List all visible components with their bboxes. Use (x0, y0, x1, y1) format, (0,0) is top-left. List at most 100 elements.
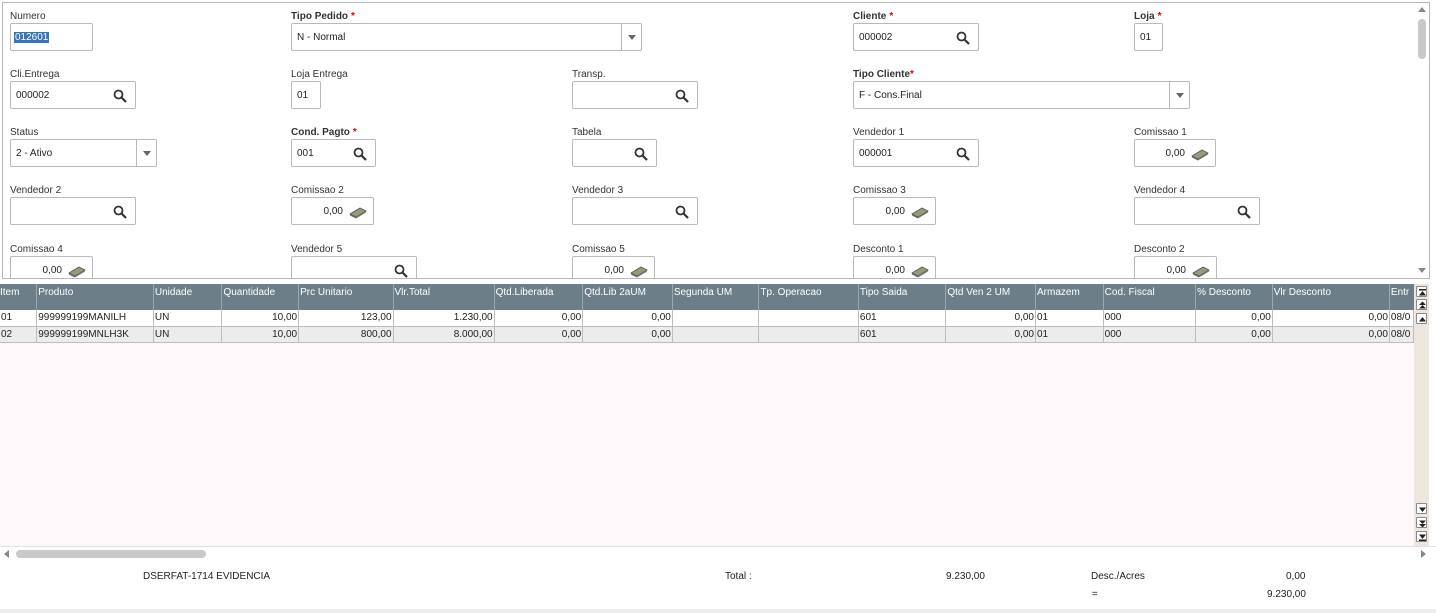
scroll-top-icon[interactable] (1416, 286, 1427, 297)
cell-qtd-lib-2aum[interactable]: 0,00 (582, 326, 673, 343)
status-select[interactable]: 2 - Ativo (10, 139, 157, 167)
search-icon[interactable] (675, 205, 689, 219)
cell-quantidade[interactable]: 10,00 (221, 310, 300, 327)
grid-vertical-scrollbar[interactable] (1414, 284, 1429, 546)
loja-input[interactable]: 01 (1134, 23, 1163, 51)
vendedor3-input[interactable] (572, 197, 698, 225)
col-header-cod-fiscal[interactable]: Cod. Fiscal (1103, 284, 1197, 310)
cell-vlr-total[interactable]: 1.230,00 (393, 310, 495, 327)
scroll-thumb[interactable] (1418, 19, 1426, 59)
col-header-prc-unitario[interactable]: Prc Unitario (298, 284, 394, 310)
cell-tipo-saida[interactable]: 601 (858, 310, 947, 327)
calculator-icon[interactable] (1191, 147, 1209, 161)
cell-tp-operacao[interactable] (758, 326, 859, 343)
cell-armazem[interactable]: 01 (1035, 326, 1104, 343)
cell-armazem[interactable]: 01 (1035, 310, 1104, 327)
vendedor2-input[interactable] (10, 197, 136, 225)
numero-input[interactable]: 012601 (10, 23, 93, 51)
search-icon[interactable] (675, 89, 689, 103)
cell-tipo-saida[interactable]: 601 (858, 326, 947, 343)
cell-qtd-lib-2aum[interactable]: 0,00 (582, 310, 673, 327)
col-header-qtd-ven-2um[interactable]: Qtd Ven 2 UM (945, 284, 1036, 310)
scroll-right-icon[interactable] (1421, 550, 1426, 558)
cell-qtd-ven-2um[interactable]: 0,00 (945, 326, 1036, 343)
tipo-pedido-select[interactable]: N - Normal (291, 23, 642, 51)
chevron-down-icon[interactable] (1169, 82, 1189, 108)
comissao2-input[interactable]: 0,00 (291, 197, 374, 225)
cell-vlr-desconto[interactable]: 0,00 (1272, 310, 1390, 327)
col-header-qtd-liberada[interactable]: Qtd.Liberada (494, 284, 584, 310)
cell-produto[interactable]: 999999199MNLH3K (36, 326, 154, 343)
cell-pct-desconto[interactable]: 0,00 (1195, 310, 1273, 327)
col-header-entrega[interactable]: Entr (1389, 284, 1414, 310)
search-icon[interactable] (353, 147, 367, 161)
col-header-unidade[interactable]: Unidade (153, 284, 223, 310)
transp-input[interactable] (572, 81, 698, 109)
scroll-left-icon[interactable] (4, 550, 9, 558)
cell-quantidade[interactable]: 10,00 (221, 326, 300, 343)
comissao5-input[interactable]: 0,00 (572, 256, 655, 278)
search-icon[interactable] (956, 147, 970, 161)
scroll-up-icon[interactable] (1418, 7, 1426, 12)
col-header-armazem[interactable]: Armazem (1035, 284, 1104, 310)
grid-horizontal-scrollbar[interactable] (0, 546, 1436, 560)
cell-cod-fiscal[interactable]: 000 (1103, 310, 1197, 327)
chevron-down-icon[interactable] (621, 24, 641, 50)
search-icon[interactable] (634, 147, 648, 161)
col-header-vlr-desconto[interactable]: Vlr Desconto (1272, 284, 1390, 310)
comissao4-input[interactable]: 0,00 (10, 256, 93, 278)
col-header-qtd-lib-2aum[interactable]: Qtd.Lib 2aUM (582, 284, 673, 310)
cell-prc-unitario[interactable]: 123,00 (298, 310, 394, 327)
vendedor1-input[interactable]: 000001 (853, 139, 979, 167)
cli-entrega-input[interactable]: 000002 (10, 81, 136, 109)
search-icon[interactable] (113, 89, 127, 103)
vendedor4-input[interactable] (1134, 197, 1260, 225)
table-row[interactable]: 02 999999199MNLH3K UN 10,00 800,00 8.000… (0, 326, 1414, 343)
cell-qtd-liberada[interactable]: 0,00 (494, 326, 584, 343)
loja-entrega-input[interactable]: 01 (291, 81, 321, 109)
cell-pct-desconto[interactable]: 0,00 (1195, 326, 1273, 343)
cell-unidade[interactable]: UN (153, 310, 223, 327)
col-header-tipo-saida[interactable]: Tipo Saida (858, 284, 947, 310)
cell-vlr-desconto[interactable]: 0,00 (1272, 326, 1390, 343)
search-icon[interactable] (113, 205, 127, 219)
cell-produto[interactable]: 999999199MANILH (36, 310, 154, 327)
col-header-produto[interactable]: Produto (36, 284, 154, 310)
col-header-pct-desconto[interactable]: % Desconto (1195, 284, 1273, 310)
comissao3-input[interactable]: 0,00 (853, 197, 936, 225)
cell-segunda-um[interactable] (672, 326, 760, 343)
vendedor5-input[interactable] (291, 256, 417, 278)
cell-qtd-ven-2um[interactable]: 0,00 (945, 310, 1036, 327)
hscroll-thumb[interactable] (16, 550, 206, 558)
cell-qtd-liberada[interactable]: 0,00 (494, 310, 584, 327)
col-header-vlr-total[interactable]: Vlr.Total (393, 284, 495, 310)
cliente-input[interactable]: 000002 (853, 23, 979, 51)
chevron-down-icon[interactable] (136, 140, 156, 166)
col-header-tp-operacao[interactable]: Tp. Operacao (758, 284, 859, 310)
scroll-down-icon[interactable] (1418, 268, 1426, 273)
search-icon[interactable] (1237, 205, 1251, 219)
calculator-icon[interactable] (911, 264, 929, 278)
cell-prc-unitario[interactable]: 800,00 (298, 326, 394, 343)
calculator-icon[interactable] (1192, 264, 1210, 278)
desconto1-input[interactable]: 0,00 (853, 256, 936, 278)
calculator-icon[interactable] (630, 264, 648, 278)
cell-unidade[interactable]: UN (153, 326, 223, 343)
calculator-icon[interactable] (349, 205, 367, 219)
scroll-up-icon[interactable] (1416, 313, 1427, 324)
tabela-input[interactable] (572, 139, 657, 167)
cell-vlr-total[interactable]: 8.000,00 (393, 326, 495, 343)
cell-tp-operacao[interactable] (758, 310, 859, 327)
table-row[interactable]: 01 999999199MANILH UN 10,00 123,00 1.230… (0, 310, 1414, 327)
cell-segunda-um[interactable] (672, 310, 760, 327)
tipo-cliente-select[interactable]: F - Cons.Final (853, 81, 1190, 109)
cell-entrega[interactable]: 08/0 (1389, 326, 1414, 343)
cell-item[interactable]: 01 (0, 310, 38, 327)
calculator-icon[interactable] (68, 264, 86, 278)
calculator-icon[interactable] (911, 205, 929, 219)
col-header-quantidade[interactable]: Quantidade (221, 284, 300, 310)
scroll-page-down-icon[interactable] (1416, 517, 1427, 528)
search-icon[interactable] (956, 31, 970, 45)
cell-item[interactable]: 02 (0, 326, 38, 343)
col-header-segunda-um[interactable]: Segunda UM (672, 284, 760, 310)
